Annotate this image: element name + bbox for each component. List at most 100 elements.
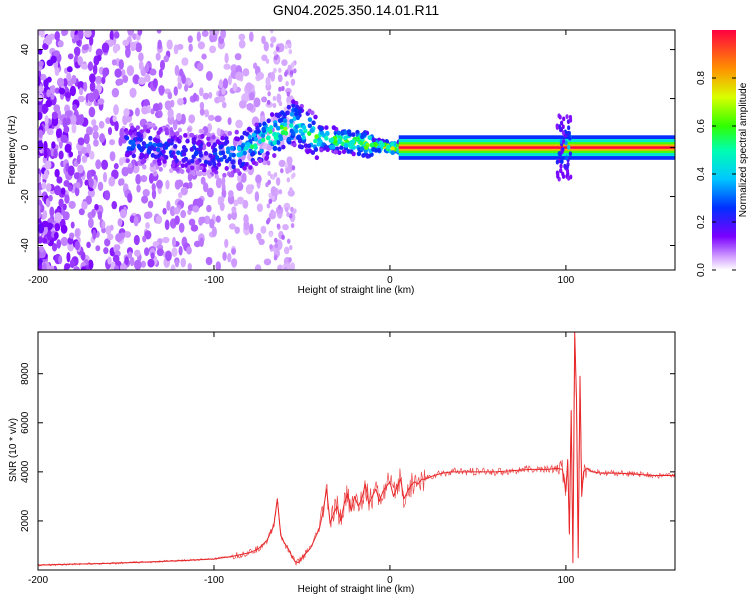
spectrogram-cell	[73, 46, 81, 56]
spectrogram-cell	[561, 130, 566, 136]
spectrogram-x-axis: -200 -100 0 100	[28, 30, 575, 286]
spectrogram-cell	[49, 206, 55, 217]
spectrogram-cell	[134, 74, 139, 83]
spectrogram-cell	[133, 234, 140, 246]
spectrogram-cell	[267, 179, 271, 185]
spectrogram-cell	[311, 120, 316, 126]
spectrogram-cell	[220, 150, 226, 156]
spectrogram-cell	[337, 138, 342, 144]
spectrogram-cell	[101, 159, 109, 170]
spectrogram-cell	[289, 123, 294, 128]
spectrogram-cell	[365, 153, 370, 159]
spectrogram-cell	[278, 189, 283, 195]
spectrogram-cell	[194, 150, 199, 156]
spectrogram-cell	[274, 55, 278, 61]
spectrogram-cell	[74, 240, 80, 251]
spectrogram-cell	[126, 146, 132, 151]
spectrogram-cell	[202, 171, 207, 177]
spectrogram-cell	[38, 236, 44, 244]
spectrogram-cell	[556, 173, 560, 179]
spectrogram-cell	[281, 85, 285, 92]
spectrogram-cell	[80, 63, 89, 70]
colorbar-tick-label: 0.8	[696, 71, 707, 85]
spectrogram-cell	[158, 68, 163, 78]
spectrogram-cell	[89, 81, 96, 92]
spectrogram-cell	[272, 210, 277, 217]
spectrogram-cell	[281, 59, 288, 66]
spectrogram-cell	[38, 48, 43, 55]
spectrogram-cell	[203, 159, 209, 165]
spectrogram-cell	[150, 145, 155, 150]
spectrogram-cell	[291, 99, 296, 105]
spectrogram-cell	[170, 131, 175, 137]
spectrogram-cell	[333, 149, 338, 155]
spectrogram-cell	[122, 39, 130, 47]
spectrogram-cell	[227, 190, 234, 198]
spectrogram-cell	[66, 252, 71, 263]
snr-panel: -200 -100 0 100 2000 4000 6000 8000 Height of …	[8, 331, 676, 595]
spectrogram-cell	[238, 39, 246, 49]
spectrogram-cell	[167, 91, 173, 100]
spectrogram-cell	[177, 127, 183, 133]
spectrogram-cell	[198, 150, 203, 156]
spectrogram-cell	[164, 127, 169, 132]
spectrogram-cell	[166, 200, 171, 211]
spectrogram-cell	[136, 184, 141, 193]
spectrogram-cell	[266, 203, 271, 209]
spectrogram-cell	[181, 57, 189, 66]
spectrogram-cell	[227, 156, 232, 162]
spectrogram-cell	[156, 179, 163, 189]
spectrogram-cell	[145, 128, 151, 134]
spectrogram-cell	[85, 195, 92, 205]
spectrogram-cell	[46, 59, 54, 67]
spec-ytick-label: 0	[20, 144, 31, 150]
spectrogram-cell	[64, 91, 72, 99]
spectrogram-cell	[43, 140, 48, 152]
spectrogram-cell	[74, 186, 80, 197]
spectrogram-cell	[77, 164, 84, 174]
spectrogram-cell	[141, 105, 149, 115]
spectrogram-cell	[122, 75, 129, 83]
spectrogram-cell	[73, 266, 80, 270]
spectrogram-cell	[199, 237, 204, 248]
spectrogram-cell	[316, 141, 321, 147]
spectrogram-cell	[284, 71, 288, 77]
spectrogram-cell	[74, 228, 80, 238]
spectrogram-cell	[313, 138, 318, 144]
spectrogram-cell	[38, 204, 41, 212]
spectrogram-cell	[272, 146, 278, 151]
spectrogram-cell	[566, 171, 570, 177]
spectrogram-cell	[176, 179, 184, 188]
spectrogram-cell	[68, 200, 76, 209]
spectrogram-cell	[128, 163, 133, 168]
spectrogram-cell	[301, 125, 307, 130]
spectrogram-cell	[281, 144, 286, 150]
spectrogram-cell	[144, 247, 150, 257]
spectrogram-cell	[307, 123, 312, 129]
spectrogram-cell	[133, 216, 139, 227]
spectrogram-cell	[142, 124, 148, 130]
colorbar-tick-label: 0.0	[696, 263, 707, 277]
spectrogram-cell	[280, 168, 284, 174]
colorbar-tick-label: 0.6	[696, 119, 707, 133]
spectrogram-cell	[68, 184, 73, 192]
spectrogram-cell	[189, 147, 194, 152]
spectrogram-cell	[177, 75, 182, 84]
spectrogram-cell	[305, 149, 310, 155]
spectrogram-cell	[133, 259, 142, 270]
colorbar-label: Normalized spectral amplitude	[738, 82, 749, 217]
spectrogram-cell	[186, 131, 191, 141]
spectrogram-cell	[212, 147, 218, 153]
spectrogram-cell	[289, 118, 294, 124]
spectrogram-cell	[292, 172, 296, 178]
spectrogram-cell	[78, 208, 85, 216]
spectrogram-cell	[286, 156, 293, 165]
spectrogram-cell	[216, 162, 222, 167]
spectrogram-cell	[218, 79, 224, 89]
spectrogram-cell	[237, 173, 242, 183]
spectrogram-cell	[112, 115, 117, 123]
spectrogram-cell	[134, 249, 141, 257]
spectrogram-cell	[277, 146, 282, 152]
spectrogram-cell	[164, 219, 170, 231]
